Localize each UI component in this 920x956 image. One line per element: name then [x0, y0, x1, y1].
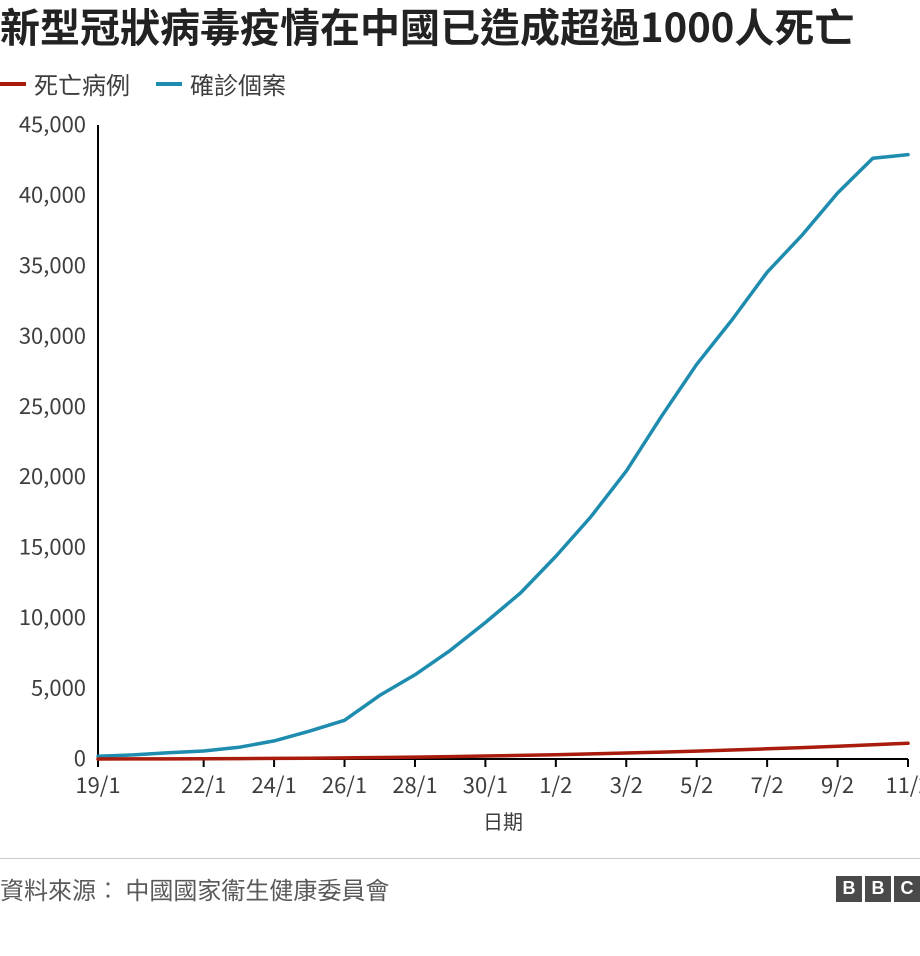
svg-text:22/1: 22/1 [181, 768, 226, 800]
bbc-logo-letter: B [836, 876, 862, 902]
svg-text:1/2: 1/2 [539, 768, 572, 800]
svg-text:20,000: 20,000 [19, 459, 86, 491]
svg-text:30,000: 30,000 [19, 318, 86, 350]
svg-text:40,000: 40,000 [19, 177, 86, 209]
legend-swatch-deaths [0, 82, 26, 86]
bbc-logo: B B C [836, 876, 920, 902]
legend: 死亡病例 確診個案 [0, 66, 920, 101]
source-text: 資料來源︰ 中國國家衞生健康委員會 [0, 871, 389, 906]
svg-text:5,000: 5,000 [31, 671, 86, 703]
svg-text:3/2: 3/2 [610, 768, 643, 800]
legend-item-confirmed: 確診個案 [156, 66, 286, 101]
svg-text:26/1: 26/1 [322, 768, 367, 800]
svg-text:日期: 日期 [483, 806, 523, 835]
svg-text:11/2: 11/2 [885, 768, 920, 800]
svg-text:19/1: 19/1 [75, 768, 120, 800]
chart-title: 新型冠狀病毒疫情在中國已造成超過1000人死亡 [0, 0, 920, 50]
chart-area: 05,00010,00015,00020,00025,00030,00035,0… [0, 107, 920, 852]
svg-text:28/1: 28/1 [392, 768, 437, 800]
bbc-logo-letter: B [865, 876, 891, 902]
legend-swatch-confirmed [156, 82, 182, 86]
svg-text:10,000: 10,000 [19, 600, 86, 632]
legend-label-deaths: 死亡病例 [34, 66, 130, 101]
svg-text:7/2: 7/2 [751, 768, 784, 800]
svg-text:5/2: 5/2 [680, 768, 713, 800]
svg-text:25,000: 25,000 [19, 389, 86, 421]
svg-text:24/1: 24/1 [251, 768, 296, 800]
footer: 資料來源︰ 中國國家衞生健康委員會 B B C [0, 858, 920, 906]
legend-item-deaths: 死亡病例 [0, 66, 130, 101]
svg-text:15,000: 15,000 [19, 530, 86, 562]
bbc-logo-letter: C [894, 876, 920, 902]
svg-text:45,000: 45,000 [19, 107, 86, 139]
svg-text:35,000: 35,000 [19, 248, 86, 280]
svg-text:9/2: 9/2 [821, 768, 854, 800]
legend-label-confirmed: 確診個案 [190, 66, 286, 101]
svg-text:30/1: 30/1 [463, 768, 508, 800]
line-chart: 05,00010,00015,00020,00025,00030,00035,0… [0, 107, 920, 847]
